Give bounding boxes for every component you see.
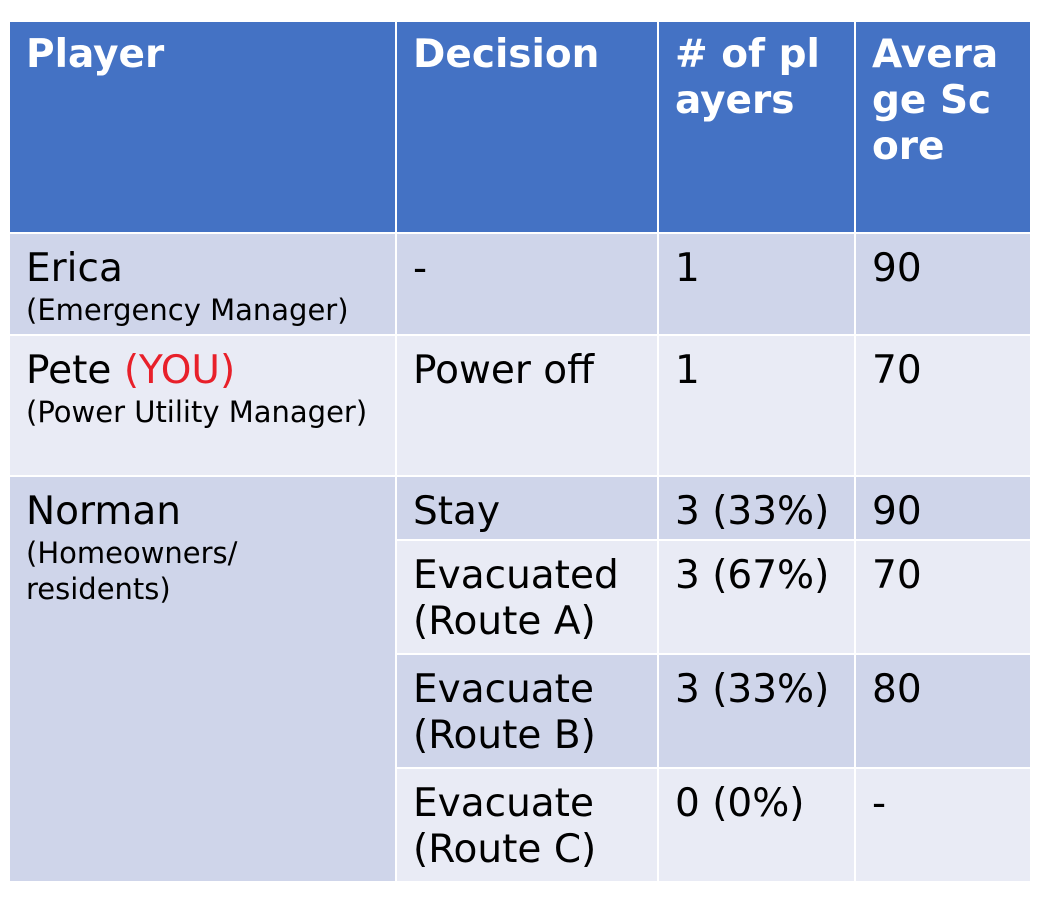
count-cell: 1 [657,232,856,336]
score-cell: 70 [854,334,1032,477]
player-role: (Homeowners/ residents) [26,536,238,606]
count-cell: 3 (67%) [657,539,856,655]
header-num-players: # of players [657,20,856,234]
score-cell: - [854,767,1032,883]
player-role: (Power Utility Manager) [26,395,368,429]
header-row: Player Decision # of players Average Sco… [8,20,1032,234]
player-role: (Emergency Manager) [26,293,349,327]
header-player: Player [8,20,397,234]
score-cell: 80 [854,653,1032,769]
results-table: Player Decision # of players Average Sco… [8,20,1032,883]
count-cell: 3 (33%) [657,475,856,541]
header-average-score: Average Score [854,20,1032,234]
decision-cell: Evacuate (Route C) [395,767,659,883]
header-decision: Decision [395,20,659,234]
table-row-norman-route-b: Evacuate (Route B) 3 (33%) 80 [9,653,1032,769]
decision-cell: - [395,232,659,336]
count-cell: 0 (0%) [657,767,856,883]
decision-cell: Evacuate (Route B) [395,653,659,769]
count-cell: 3 (33%) [657,653,856,769]
player-name: Norman [26,489,181,534]
table-row-norman-stay: Norman (Homeowners/ residents) Stay 3 (3… [8,475,1032,883]
score-cell: 70 [854,539,1032,655]
table-row-pete: Pete (YOU) (Power Utility Manager) Power… [8,334,1032,477]
decision-cell: Stay [395,475,659,541]
player-cell-norman: Norman (Homeowners/ residents) [8,475,397,883]
player-name: Erica [26,246,123,291]
table-row-norman-route-c: Evacuate (Route C) 0 (0%) - [9,767,1032,883]
score-cell: 90 [854,475,1032,541]
player-cell-pete: Pete (YOU) (Power Utility Manager) [8,334,397,477]
decision-cell: Power off [395,334,659,477]
score-cell: 90 [854,232,1032,336]
table-row-erica: Erica (Emergency Manager) - 1 90 [8,232,1032,336]
decision-cell: Evacuated (Route A) [395,539,659,655]
table-row-norman-route-a: Evacuated (Route A) 3 (67%) 70 [9,539,1032,655]
player-cell-erica: Erica (Emergency Manager) [8,232,397,336]
you-tag: (YOU) [123,348,236,393]
player-name: Pete [26,348,112,393]
count-cell: 1 [657,334,856,477]
